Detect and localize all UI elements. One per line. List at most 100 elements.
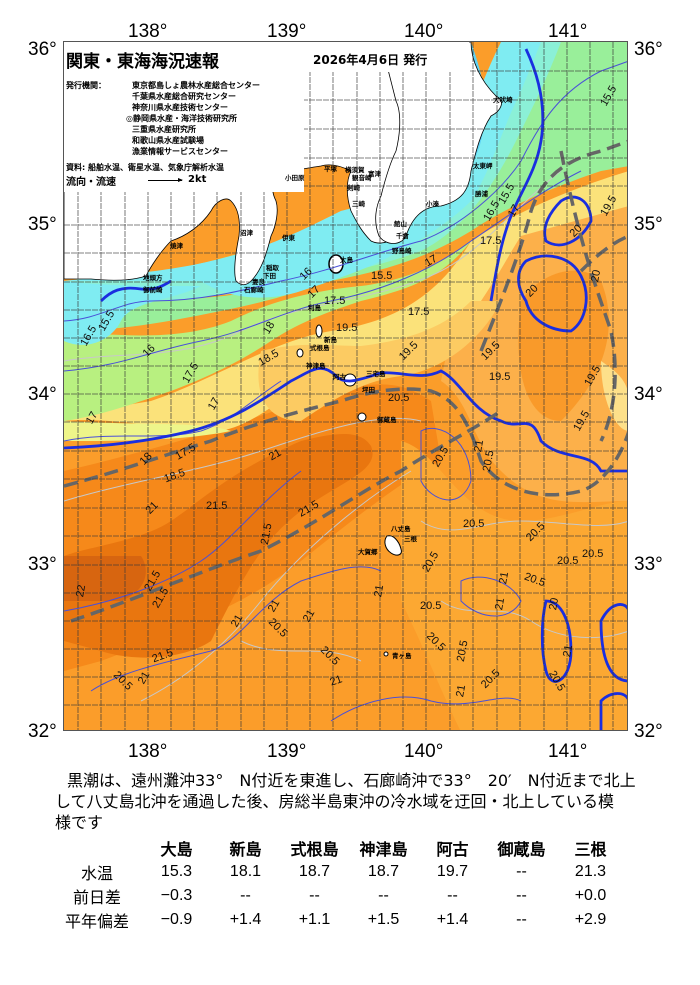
lon-label-141-bottom: 141°	[548, 742, 587, 761]
contour-value-label: 19.5	[489, 371, 511, 383]
lat-label-text: 32°	[634, 721, 663, 742]
contour-value-label: 20.5	[388, 392, 410, 404]
lon-label-139-top: 139°	[267, 22, 306, 41]
place-label: 勝浦	[475, 190, 488, 198]
contour-value-label: 20.5	[420, 600, 442, 612]
place-label: 御蔵島	[377, 416, 397, 424]
table-cell: --	[516, 887, 527, 904]
table-cell: +0.0	[574, 887, 607, 904]
island-niijima	[315, 324, 323, 338]
contour-value-label: 21	[372, 583, 387, 599]
place-label: 太東岬	[473, 162, 493, 170]
place-label: 富津	[368, 170, 381, 178]
water-band-21-5	[64, 434, 373, 658]
map-canvas	[64, 42, 627, 730]
water-band-15-5	[64, 42, 541, 298]
sea-temperature-map	[63, 41, 628, 731]
place-label: 焼津	[170, 242, 183, 250]
lat-label-text: 36°	[28, 39, 57, 60]
table-cell: --	[516, 911, 527, 928]
place-label: 利島	[308, 304, 321, 312]
lon-label-140-bottom: 140°	[404, 742, 443, 761]
contour-value-label: 21.5	[206, 500, 228, 512]
lon-label-138-bottom: 138°	[128, 742, 167, 761]
lon-label-text: 140°	[404, 21, 444, 42]
place-label: 小田原	[285, 174, 305, 182]
table-cell: --	[378, 887, 389, 904]
lon-label-138-top: 138°	[128, 22, 167, 41]
water-band-16	[64, 42, 561, 303]
place-label: 大島	[340, 256, 353, 264]
place-label: 剣崎	[347, 184, 360, 192]
place-label: 地頭方	[143, 274, 163, 282]
table-row-day-diff: 前日差 −0.3 -- -- -- -- -- +0.0	[52, 884, 625, 908]
contour-value-label: 17.5	[408, 306, 430, 318]
place-label: 観音崎	[352, 174, 372, 182]
island-observations-table: 大島 新島 式根島 神津島 阿古 御蔵島 三根 水温 15.3 18.1 18.…	[52, 836, 625, 932]
place-label: 三宅島	[366, 370, 386, 378]
place-label: 小湊	[426, 200, 439, 208]
column-header: 式根島	[290, 840, 339, 859]
place-label: 稲取	[266, 264, 279, 272]
column-header: 御蔵島	[497, 840, 546, 859]
agencies-list: 東京都島しょ農林水産総合センター 千葉県水産総合研究センター 神奈川県水産技術セ…	[126, 80, 260, 157]
flow-speed-label: 2kt	[188, 174, 207, 185]
lat-label-text: 34°	[28, 384, 57, 405]
lat-label-33-right: 33°	[634, 555, 663, 574]
place-label: 八丈島	[391, 525, 411, 533]
island-oshima	[328, 254, 344, 274]
place-label: 式根島	[310, 344, 330, 352]
lat-label-33-left: 33°	[28, 555, 57, 574]
summary-line: して八丈島北沖を通過した後、房総半島東沖の冷水域を迂回・北上している模	[55, 792, 615, 811]
table-header-row: 大島 新島 式根島 神津島 阿古 御蔵島 三根	[52, 836, 625, 860]
kuroshio-axis	[64, 139, 627, 623]
place-label: 千倉	[396, 232, 409, 240]
issue-date: 2026年4月6日 発行	[313, 53, 428, 67]
land-boso-peninsula	[375, 42, 502, 244]
place-label: 野島崎	[392, 247, 412, 255]
place-label: 御前崎	[143, 286, 163, 294]
table-cell: −0.3	[160, 887, 193, 904]
contour-value-label: 20.5	[463, 518, 485, 530]
lat-label-35-left: 35°	[28, 215, 57, 234]
water-band-17-5	[64, 241, 471, 421]
lat-label-36-right: 36°	[634, 40, 663, 59]
lat-label-text: 32°	[28, 721, 57, 742]
column-header: 大島	[160, 840, 193, 859]
table-cell: 21.3	[574, 863, 607, 880]
lon-label-141-top: 141°	[548, 22, 587, 41]
contour-value-label: 19.5	[336, 322, 358, 334]
table-cell: +1.4	[436, 911, 469, 928]
place-label: 館山	[394, 220, 407, 228]
lon-label-139-bottom: 139°	[267, 742, 306, 761]
lat-label-text: 35°	[634, 214, 663, 235]
place-label: 三崎	[352, 200, 365, 208]
place-label: 青ヶ島	[392, 652, 412, 660]
lat-label-text: 36°	[634, 39, 663, 60]
table-cell: −0.9	[160, 911, 193, 928]
agency-item: 三重県水産研究所	[132, 125, 196, 134]
lat-label-text: 35°	[28, 214, 57, 235]
contour-value-label: 17.5	[480, 235, 502, 247]
island-mikurajima	[357, 412, 367, 422]
legend-panel-bg	[64, 42, 304, 192]
data-source: 資料: 船舶水温、衛星水温、気象庁解析水温	[66, 163, 224, 172]
kuroshio-summary: 黒潮は、遠州灘沖33° N付近を東進し、石廊崎沖で33° 20′ N付近まで北上…	[55, 770, 655, 833]
table-cell: 15.3	[160, 863, 193, 880]
table-cell: 18.7	[298, 863, 331, 880]
lon-label-text: 141°	[548, 741, 588, 762]
table-row-normal-anomaly: 平年偏差 −0.9 +1.4 +1.1 +1.5 +1.4 -- +2.9	[52, 908, 625, 932]
table-corner	[52, 836, 142, 860]
place-label: 沼津	[240, 229, 253, 237]
summary-line: 黒潮は、遠州灘沖33° N付近を東進し、石廊崎沖で33° 20′ N付近まで北上	[67, 771, 636, 790]
lat-label-text: 33°	[634, 554, 663, 575]
agency-item: 東京都島しょ農林水産総合センター	[132, 81, 260, 90]
column-header: 神津島	[359, 840, 408, 859]
lat-label-34-right: 34°	[634, 385, 663, 404]
row-header: 平年偏差	[64, 912, 129, 931]
water-band-15-5-west	[64, 281, 201, 345]
place-label: 妻良	[252, 278, 265, 286]
place-label: 三根	[404, 535, 417, 543]
agency-item-lead: ◎静岡県水産・海洋技術研究所	[126, 114, 237, 123]
place-label: 平塚	[324, 165, 337, 173]
